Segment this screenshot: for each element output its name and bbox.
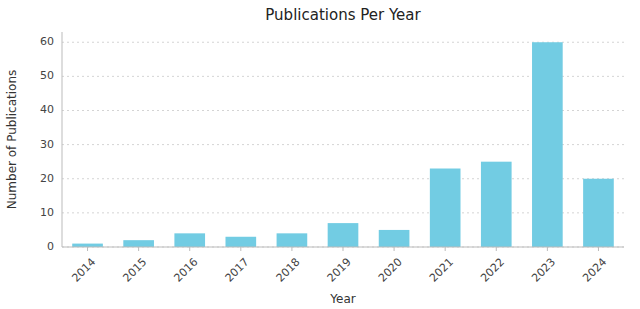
y-tick-label: 30 <box>40 138 54 151</box>
x-tick <box>291 247 292 251</box>
x-tick-label: 2019 <box>325 256 354 285</box>
x-tick-label: 2018 <box>274 256 303 285</box>
x-tick <box>87 247 88 251</box>
x-tick <box>598 247 599 251</box>
x-tick <box>138 247 139 251</box>
bar <box>123 240 154 247</box>
x-tick-label: 2015 <box>120 256 149 285</box>
x-tick <box>445 247 446 251</box>
y-axis: 0 10 20 30 40 50 60 <box>40 32 62 253</box>
x-tick <box>240 247 241 251</box>
title: Publications Per Year <box>265 6 421 24</box>
bar <box>532 42 563 247</box>
bar <box>328 223 359 247</box>
x-tick-label: 2020 <box>376 256 405 285</box>
y-tick-label: 20 <box>40 172 54 185</box>
bars <box>72 42 614 247</box>
x-axis-label: Year <box>329 292 355 306</box>
y-tick-label: 0 <box>47 240 54 253</box>
bar <box>379 230 410 247</box>
y-tick-label: 10 <box>40 206 54 219</box>
x-tick-label: 2017 <box>223 256 252 285</box>
y-axis-line <box>62 32 63 247</box>
bar <box>225 237 256 247</box>
x-tick-label: 2022 <box>478 256 507 285</box>
x-tick-label: 2023 <box>529 256 558 285</box>
bar <box>583 179 614 247</box>
x-tick-label: 2014 <box>69 256 98 285</box>
x-tick <box>189 247 190 251</box>
chart: 0 10 20 30 40 50 60 2014 2015 2016 2017 2018 2019 202… <box>0 0 640 309</box>
x-tick-label: 2016 <box>172 256 201 285</box>
bar <box>277 233 308 247</box>
x-tick-label: 2021 <box>427 256 456 285</box>
x-tick-label: 2024 <box>580 256 609 285</box>
y-tick-label: 60 <box>40 35 54 48</box>
bar <box>430 169 461 247</box>
y-tick-label: 50 <box>40 69 54 82</box>
x-tick <box>547 247 548 251</box>
x-tick <box>343 247 344 251</box>
bar <box>174 233 205 247</box>
y-tick-label: 40 <box>40 103 54 116</box>
x-tick <box>496 247 497 251</box>
bar <box>481 162 512 247</box>
grid <box>62 42 624 247</box>
x-axis: 2014 2015 2016 2017 2018 2019 2020 2021 2022 2023… <box>62 247 624 285</box>
x-tick <box>394 247 395 251</box>
y-axis-label: Number of Publications <box>5 70 19 210</box>
bar <box>72 244 103 247</box>
